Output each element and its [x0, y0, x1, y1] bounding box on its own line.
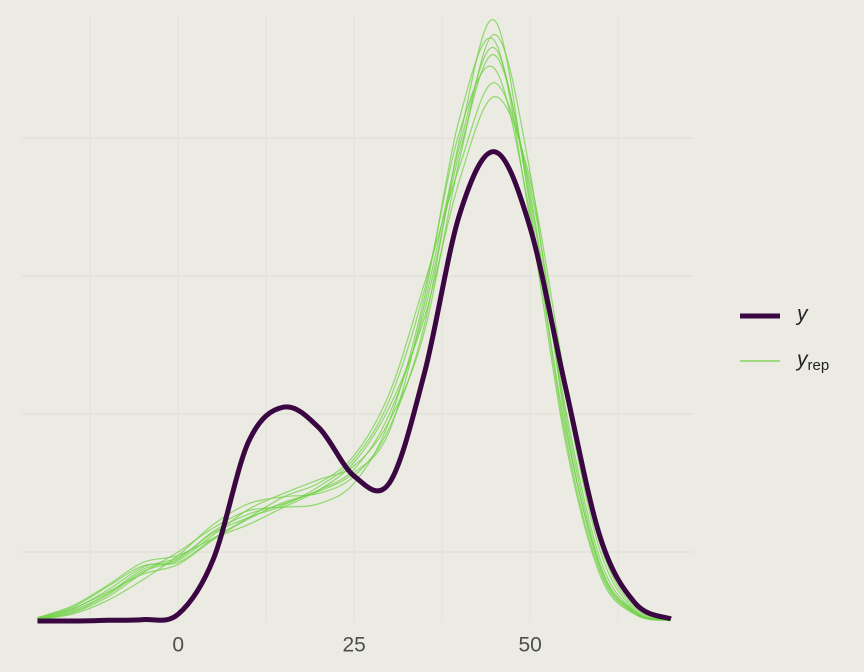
- legend-label-main: y: [795, 348, 809, 371]
- yrep-curve: [37, 65, 672, 621]
- x-tick-label: 25: [343, 634, 366, 657]
- legend-label: y: [795, 303, 809, 326]
- legend-label-subscript: rep: [808, 357, 830, 374]
- yrep-curve: [37, 46, 672, 621]
- grid: [22, 15, 692, 621]
- legend: y yrep: [740, 303, 829, 374]
- legend-label: yrep: [795, 348, 829, 374]
- curves: [37, 18, 672, 624]
- x-tick-label: 0: [172, 634, 184, 657]
- y-curve: [37, 149, 672, 624]
- x-tick-label: 50: [518, 634, 541, 657]
- yrep-curve: [37, 33, 672, 621]
